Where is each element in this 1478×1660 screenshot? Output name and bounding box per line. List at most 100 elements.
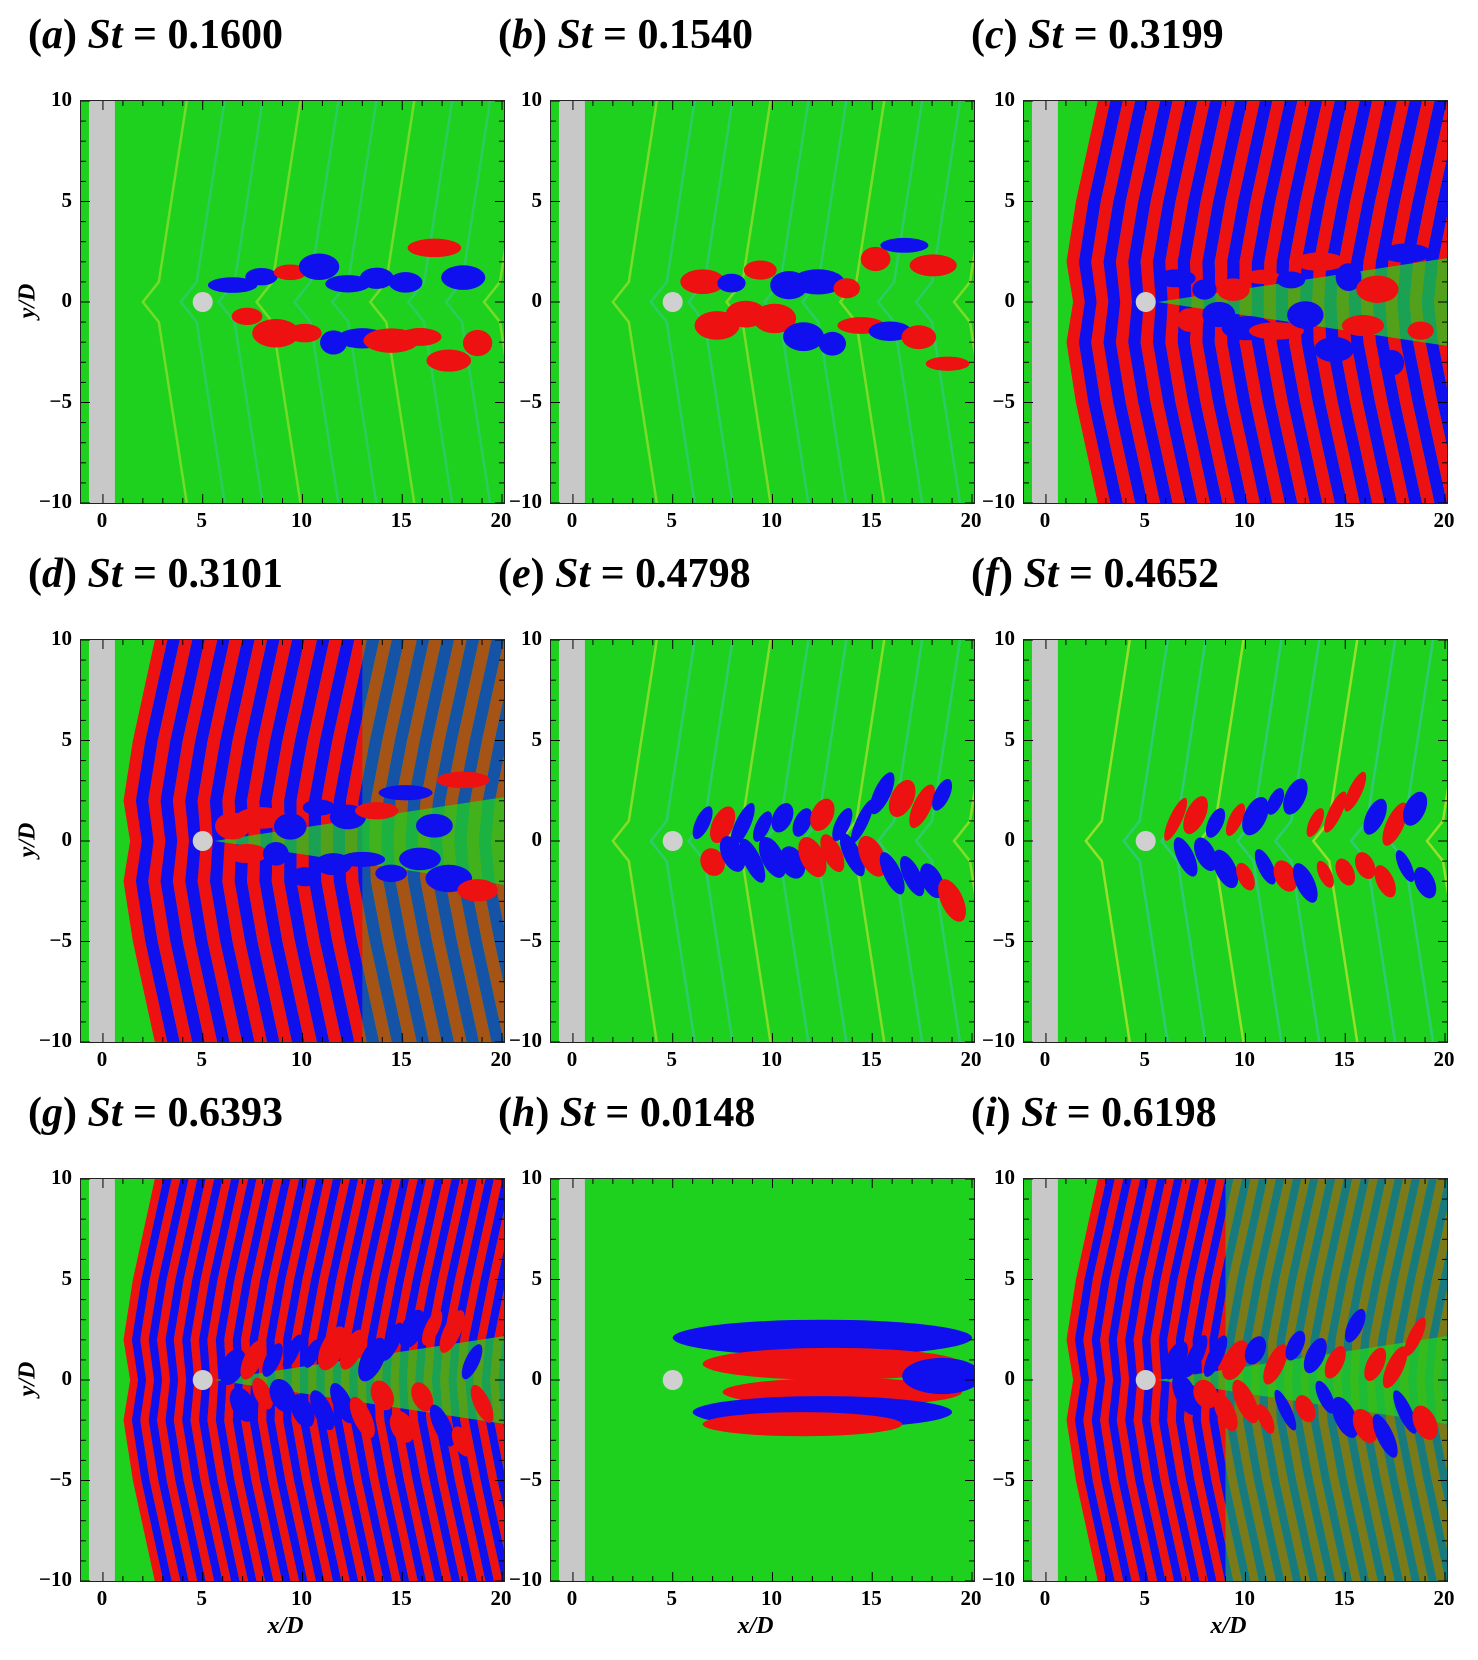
wake-structure-b-0: [680, 269, 726, 295]
wake-structure-g-20: [421, 1310, 443, 1346]
panel-letter-italic: i: [985, 1090, 997, 1136]
x-tick-label: 5: [1139, 508, 1150, 532]
strouhal-symbol: St: [87, 12, 123, 58]
wake-structure-i-11: [1274, 1389, 1297, 1431]
faint-wave-b-3: [724, 101, 772, 503]
wake-structure-d-1: [226, 844, 268, 864]
faint-wave-f-7: [1349, 640, 1397, 1042]
x-axis-label: x/D: [737, 1613, 774, 1639]
wake-structure-i-15: [1315, 1380, 1336, 1414]
wake-structure-e-4: [730, 803, 755, 847]
panel-letter-italic: e: [512, 551, 531, 597]
panel-letter-italic: f: [985, 551, 999, 597]
wake-structure-g-1: [229, 1387, 256, 1422]
wake-structure-g-24: [461, 1344, 483, 1380]
y-tick-label: −5: [519, 388, 542, 413]
contour-field-g: [81, 1179, 504, 1581]
wake-structure-e-8: [771, 802, 794, 833]
x-tick-label: 15: [390, 1586, 412, 1610]
x-tick-label: 20: [1433, 1047, 1455, 1071]
wake-structure-f-23: [1395, 850, 1415, 882]
faint-wave-f-9: [1425, 786, 1447, 896]
wave-band-c-1: [1078, 101, 1123, 503]
cylinder-marker: [192, 831, 213, 851]
strouhal-value: 0.3199: [1108, 12, 1224, 58]
wake-structure-g-23: [451, 1426, 473, 1457]
faint-wave-e-2: [687, 640, 734, 1042]
wake-structure-g-14: [358, 1337, 387, 1382]
wave-band-i-2: [1083, 1179, 1124, 1581]
panel-letter-italic: g: [42, 1090, 63, 1136]
wave-band-c-4: [1115, 101, 1161, 503]
contour-plot-i: [1023, 1178, 1448, 1582]
equals-sign: =: [600, 551, 625, 597]
strouhal-symbol: St: [559, 1090, 595, 1136]
wave-band-i-3: [1091, 1179, 1132, 1581]
y-tick-label: 10: [51, 626, 72, 650]
wave-band-d-9: [234, 640, 280, 1042]
wave-band-g-7: [182, 1179, 223, 1581]
wake-structure-c-2: [1192, 279, 1217, 300]
cylinder-marker: [662, 1370, 683, 1390]
wake-structure-e-15: [839, 833, 865, 877]
wake-structure-i-16: [1324, 1346, 1346, 1379]
wake-structure-g-17: [389, 1410, 415, 1443]
wake-structure-f-5: [1212, 849, 1239, 889]
wave-band-g-26: [341, 1179, 384, 1581]
wave-band-i-7: [1125, 1179, 1166, 1581]
wake-structure-b-10: [833, 278, 860, 299]
panel-letter-italic: b: [512, 12, 533, 58]
strouhal-symbol: St: [555, 551, 591, 597]
x-tick-label: 20: [490, 1047, 512, 1071]
y-tick-label: −10: [509, 1567, 542, 1591]
wake-structure-f-3: [1194, 837, 1218, 872]
wave-band-c-7: [1152, 101, 1198, 503]
contour-field-b: [551, 101, 974, 503]
wave-band-c-11: [1202, 101, 1248, 503]
y-axis-label: y/D: [14, 1361, 41, 1397]
y-tick-label: 0: [1004, 827, 1016, 851]
wake-structure-a-2: [245, 267, 278, 286]
wake-structure-g-13: [349, 1396, 375, 1439]
wake-structure-e-2: [709, 806, 736, 844]
wave-band-g-40: [456, 1179, 503, 1581]
faint-wave-b-7: [876, 101, 924, 503]
y-tick-label: 10: [994, 87, 1015, 111]
wave-band-d-6: [197, 640, 243, 1042]
strouhal-value: 0.6198: [1101, 1090, 1217, 1136]
wake-structure-c-12: [1335, 263, 1362, 292]
faint-wave-b-4: [762, 101, 810, 503]
wake-structure-f-17: [1335, 858, 1356, 886]
faint-wave-e-0: [611, 640, 658, 1042]
faint-wave-b-9: [952, 247, 974, 357]
wake-structure-g-7: [290, 1394, 315, 1428]
wave-band-c-5: [1128, 101, 1173, 503]
strouhal-value: 0.1540: [637, 12, 753, 58]
wake-structure-i-7: [1232, 1379, 1259, 1424]
wake-structure-g-22: [439, 1310, 465, 1353]
panel-letter: (d): [28, 551, 77, 597]
wave-band-g-27: [349, 1179, 393, 1581]
wake-structure-d-12: [378, 785, 433, 801]
panel-title-g: (g) St = 0.6393: [28, 1092, 283, 1134]
wake-structure-e-13: [820, 834, 845, 873]
faint-wave-a-2: [217, 101, 264, 503]
equals-sign: =: [133, 551, 157, 597]
axis-ticks: [551, 101, 974, 503]
contour-field-a: [81, 101, 504, 503]
wake-structure-c-17: [1407, 321, 1434, 340]
wake-structure-a-17: [462, 329, 493, 357]
faint-wave-b-2: [687, 101, 734, 503]
wave-band-g-30: [374, 1179, 418, 1581]
contour-plot-e: [550, 639, 975, 1043]
y-tick-label: 5: [531, 1265, 543, 1290]
wake-structure-i-18: [1344, 1308, 1366, 1343]
wake-structure-i-8: [1244, 1336, 1267, 1365]
faint-wave-f-0: [1084, 640, 1131, 1042]
y-tick-label: −5: [49, 388, 72, 413]
wake-structure-e-5: [739, 838, 766, 883]
wake-structure-c-0: [1155, 269, 1196, 288]
strouhal-symbol: St: [87, 1090, 123, 1136]
faint-wave-a-4: [292, 101, 340, 503]
wake-structure-g-0: [219, 1348, 246, 1386]
